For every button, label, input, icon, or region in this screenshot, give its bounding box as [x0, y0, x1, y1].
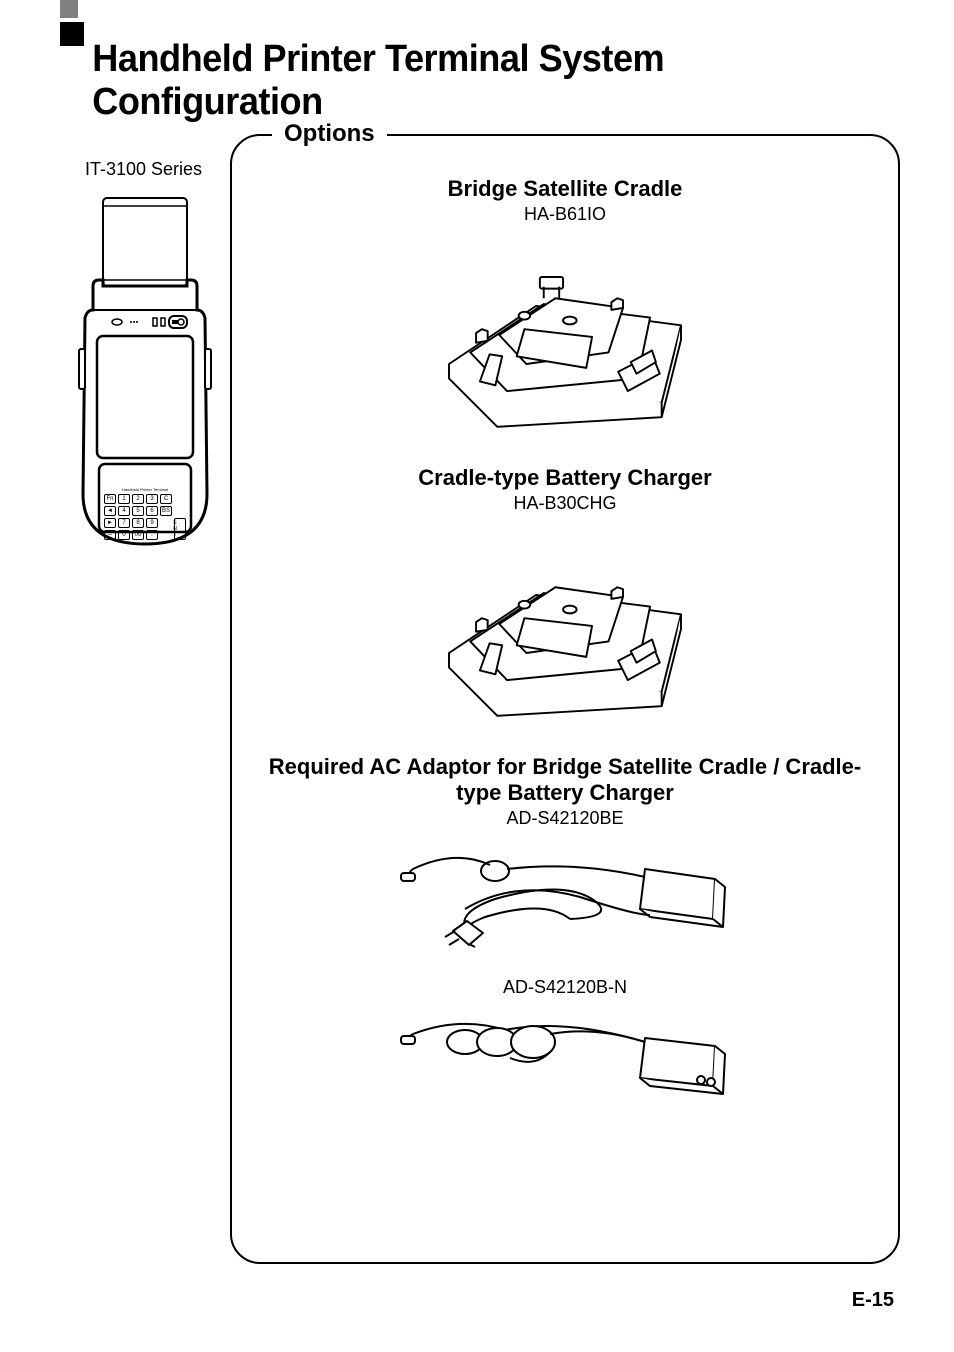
key-dash: ─ — [104, 530, 116, 540]
option-model: HA-B61IO — [232, 204, 898, 225]
keypad: Handheld Printer Terminal Fn 1 2 3 C ◄ 4 — [105, 487, 185, 542]
ac-adaptor-2-icon — [395, 1008, 735, 1118]
option-bridge-cradle: Bridge Satellite Cradle HA-B61IO — [232, 136, 898, 435]
key-6: 6 — [146, 506, 158, 516]
key-1: 1 — [118, 494, 130, 504]
keypad-caption: Handheld Printer Terminal — [105, 487, 185, 492]
key-ent: ENT — [174, 518, 186, 540]
charger-cradle-icon — [420, 524, 710, 724]
key-c: C — [160, 494, 172, 504]
device-series-label: IT-3100 Series — [85, 159, 202, 180]
key-3: 3 — [146, 494, 158, 504]
device-illustration: Handheld Printer Terminal Fn 1 2 3 C ◄ 4 — [75, 194, 215, 620]
options-legend: Options — [272, 120, 387, 148]
key-0: 0 — [118, 530, 130, 540]
key-right: ► — [104, 518, 116, 528]
key-2: 2 — [132, 494, 144, 504]
ac-adaptor-1-icon — [395, 839, 735, 969]
options-panel: Options Bridge Satellite Cradle HA-B61IO — [230, 134, 900, 1264]
key-7: 7 — [118, 518, 130, 528]
page-number: E-15 — [852, 1289, 894, 1312]
key-dot: . — [146, 530, 158, 540]
option-ac-adaptor: Required AC Adaptor for Bridge Satellite… — [232, 724, 898, 1118]
key-9: 9 — [146, 518, 158, 528]
key-4: 4 — [118, 506, 130, 516]
option-model-1: AD-S42120BE — [232, 808, 898, 829]
cradle-icon — [420, 235, 710, 435]
option-title: Cradle-type Battery Charger — [232, 465, 898, 491]
option-model-2: AD-S42120B-N — [232, 977, 898, 998]
key-00: 00 — [132, 530, 144, 540]
key-bs: BS — [160, 506, 172, 516]
main-content: IT-3100 Series — [0, 134, 954, 164]
option-battery-charger: Cradle-type Battery Charger HA-B30CHG — [232, 435, 898, 724]
option-model: HA-B30CHG — [232, 493, 898, 514]
key-left: ◄ — [104, 506, 116, 516]
key-8: 8 — [132, 518, 144, 528]
key-fn: Fn — [104, 494, 116, 504]
page-header: Handheld Printer Terminal System Configu… — [0, 0, 954, 134]
page-title: Handheld Printer Terminal System Configu… — [40, 20, 870, 124]
option-title: Bridge Satellite Cradle — [232, 176, 898, 202]
key-5: 5 — [132, 506, 144, 516]
option-title: Required AC Adaptor for Bridge Satellite… — [232, 754, 898, 806]
